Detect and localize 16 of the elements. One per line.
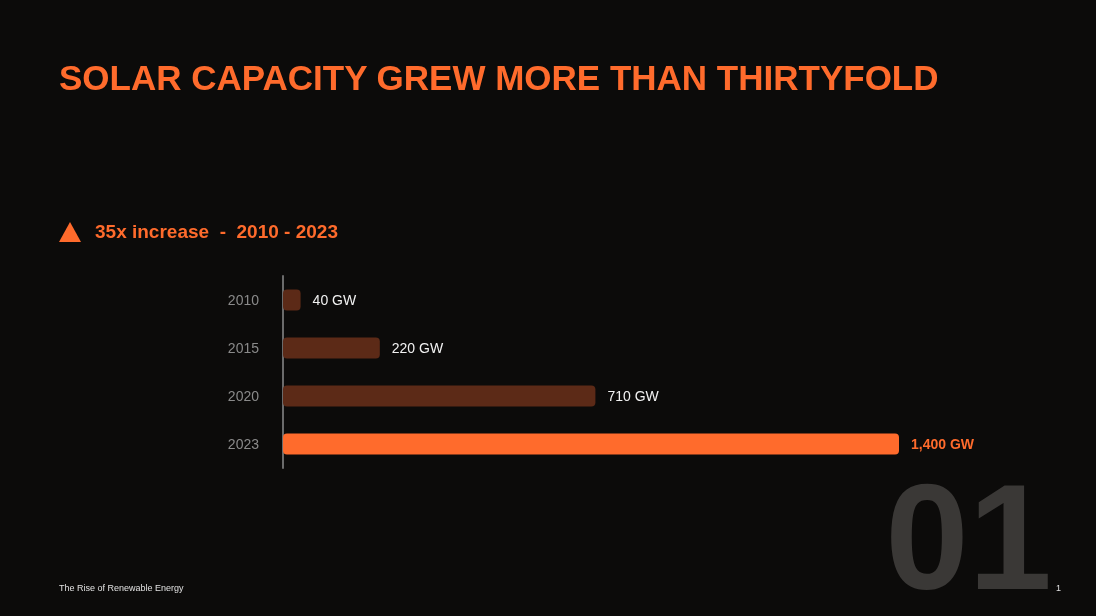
y-tick-label: 2020 (227, 388, 260, 404)
chart-subtitle: 35x increase - 2010 - 2023 (95, 221, 338, 243)
data-label: 710 GW (607, 388, 660, 404)
text: The Rise of Renewable Energy (59, 583, 184, 593)
text: 1 (1056, 583, 1062, 593)
y-tick-label: 2015 (227, 340, 260, 356)
chart-title: SOLAR CAPACITY GREW MORE THAN THIRTYFOLD (59, 58, 939, 98)
data-label: 1,400 GW (911, 436, 975, 452)
y-tick-label: 2023 (227, 436, 260, 452)
bar (283, 337, 380, 359)
y-tick-label: 2010 (227, 292, 260, 308)
data-label: 40 GW (312, 292, 357, 308)
bar (283, 289, 301, 311)
bar (283, 433, 899, 455)
data-label: 220 GW (391, 340, 444, 356)
bar (283, 385, 596, 407)
